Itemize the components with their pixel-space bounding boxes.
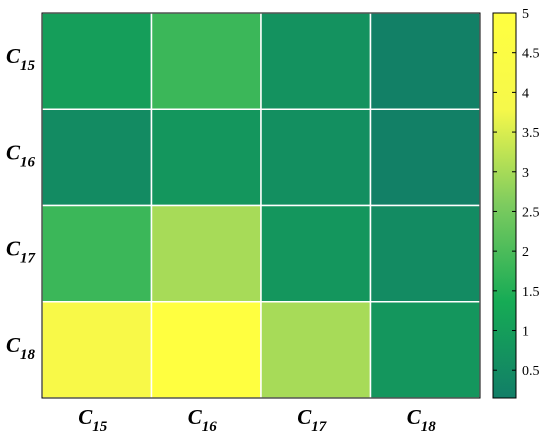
heatmap-cell [369, 108, 481, 207]
x-axis-labels: C15 C16 C17 C18 [78, 405, 436, 435]
heatmap-cell [260, 301, 372, 399]
heatmap-cell [260, 12, 372, 110]
x-tick-label: C17 [297, 405, 327, 435]
heatmap-cell [41, 12, 153, 110]
x-tick-label: C18 [407, 405, 437, 435]
colorbar-tick-label: 4 [522, 86, 529, 101]
x-tick-label: C16 [188, 405, 218, 435]
plot-frame [41, 12, 481, 399]
colorbar-tick-label: 3.5 [522, 126, 540, 141]
heatmap-cell [41, 301, 153, 399]
colorbar-tick-label: 3 [522, 166, 529, 181]
y-tick-label: C18 [6, 333, 36, 363]
heatmap-cell [150, 108, 262, 207]
heatmap-cell [41, 108, 153, 207]
heatmap-cell [369, 204, 481, 303]
colorbar-tick-label: 4.5 [522, 47, 540, 62]
heatmap-cell [150, 301, 262, 399]
colorbar-tick-label: 2 [522, 245, 529, 260]
colorbar-tick-label: 5 [522, 7, 529, 22]
heatmap-cell [260, 108, 372, 207]
x-tick-label: C15 [78, 405, 108, 435]
y-tick-label: C15 [6, 44, 36, 74]
y-axis-labels: C15 C16 C17 C18 [6, 44, 36, 363]
heatmap-cell [369, 12, 481, 110]
heatmap-cell [150, 204, 262, 303]
colorbar-tick-label: 1.5 [522, 285, 540, 300]
colorbar-tick-label: 2.5 [522, 205, 540, 220]
heatmap-cells [41, 12, 481, 399]
heatmap-cell [150, 12, 262, 110]
colorbar-tick-label: 1 [522, 325, 529, 340]
heatmap-cell [41, 204, 153, 303]
heatmap-cell [260, 204, 372, 303]
colorbar-tick-label: 0.5 [522, 364, 540, 379]
colorbar-ticks: 0.5 1 1.5 2 2.5 3 3.5 4 4.5 5 [493, 7, 540, 379]
colorbar [492, 12, 517, 399]
heatmap-cell [369, 301, 481, 399]
y-tick-label: C16 [6, 140, 36, 170]
y-tick-label: C17 [6, 237, 36, 267]
